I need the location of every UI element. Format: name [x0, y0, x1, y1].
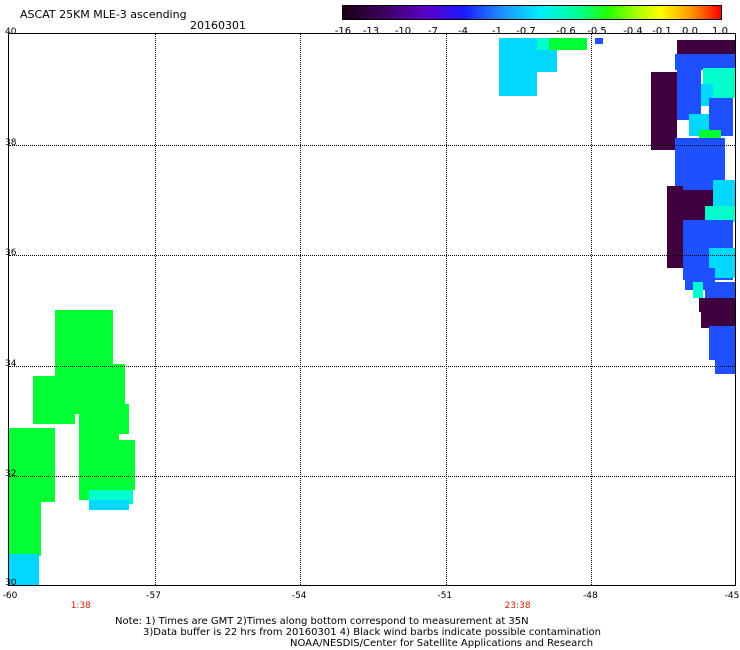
swath-cell: [677, 70, 701, 120]
swath-cell: [499, 72, 537, 96]
longitude-label: -48: [583, 591, 598, 601]
colorbar-tick-label: -1: [492, 26, 502, 37]
plot-title: ASCAT 25KM MLE-3 ascending: [20, 8, 187, 21]
colorbar-tick-label: -0.4: [623, 26, 643, 37]
longitude-grid-line: [445, 34, 447, 585]
colorbar: [342, 5, 722, 20]
longitude-label: -60: [2, 591, 18, 601]
swath-cell: [667, 186, 683, 268]
latitude-label: 30: [5, 578, 17, 588]
latitude-label: 32: [5, 469, 17, 480]
latitude-label: 40: [5, 27, 17, 37]
longitude-label: -51: [437, 591, 453, 601]
swath-cell: [89, 500, 129, 510]
swath-cell: [677, 40, 735, 54]
colorbar-tick-label: -13: [362, 26, 380, 37]
note-line-1: Note: 1) Times are GMT 2)Times along bot…: [115, 616, 529, 627]
swath-cell: [705, 206, 735, 222]
swath-cell: [675, 54, 735, 70]
swath-cell: [699, 298, 735, 312]
longitude-grid-line: [591, 34, 593, 585]
swath-cell: [709, 98, 733, 136]
swath-cell: [651, 72, 677, 150]
colorbar-tick-label: 1.0: [712, 26, 728, 37]
swath-cell: [33, 376, 75, 424]
swath-cell: [713, 180, 735, 208]
swath-cell: [701, 312, 735, 328]
plot-date: 20160301: [190, 19, 246, 32]
colorbar-tick-label: -0.7: [516, 26, 536, 37]
time-label: 1:38: [70, 601, 91, 611]
latitude-grid-line: [9, 365, 735, 367]
swath-cell: [9, 500, 41, 556]
colorbar-tick-label: -7: [428, 26, 438, 37]
time-label: 23:38: [504, 601, 531, 611]
swath-cell: [595, 38, 603, 44]
longitude-label: -45: [724, 591, 740, 601]
longitude-label: -57: [146, 591, 161, 601]
swath-cell: [89, 440, 135, 490]
swath-cell: [699, 130, 721, 140]
swath-cell: [715, 360, 735, 374]
colorbar-tick-label: -10: [394, 26, 412, 37]
note-line-2: 3)Data buffer is 22 hrs from 20160301 4)…: [143, 627, 601, 638]
latitude-grid-line: [9, 476, 735, 478]
colorbar-tick-label: -0.1: [652, 26, 672, 37]
latitude-grid-line: [9, 144, 735, 146]
latitude-grid-line: [9, 255, 735, 257]
longitude-grid-line: [300, 34, 302, 585]
colorbar-tick-label: -0.5: [587, 26, 607, 37]
colorbar-tick-label: -0.6: [556, 26, 576, 37]
swath-cell: [709, 326, 735, 360]
longitude-grid-line: [154, 34, 156, 585]
latitude-label: 34: [5, 358, 17, 369]
colorbar-tick-label: 0.0: [682, 26, 698, 37]
colorbar-tick-label: -16: [334, 26, 352, 37]
note-line-3: NOAA/NESDIS/Center for Satellite Applica…: [290, 638, 594, 649]
latitude-label: 38: [5, 137, 17, 148]
swath-cell: [9, 428, 55, 502]
swath-cell: [549, 38, 587, 50]
latitude-label: 36: [5, 248, 17, 259]
swath-cell: [9, 554, 39, 585]
map-plot[interactable]: [8, 33, 736, 586]
colorbar-tick-label: -4: [458, 26, 468, 37]
swath-cell: [693, 282, 703, 298]
longitude-label: -54: [291, 591, 307, 601]
